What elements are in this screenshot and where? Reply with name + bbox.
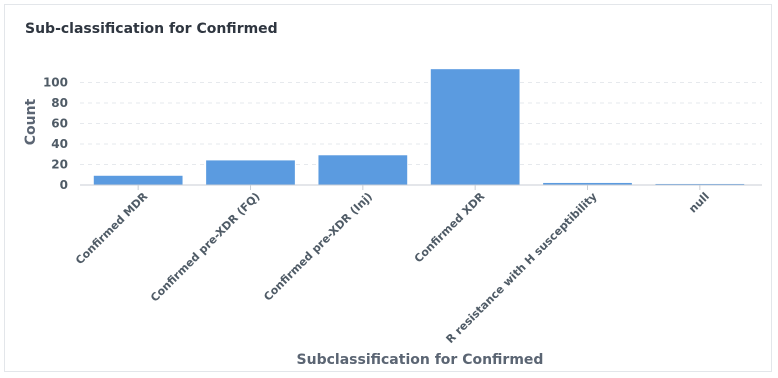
y-axis-label: Count: [23, 98, 39, 145]
y-tick-label: 100: [43, 76, 68, 90]
bar[interactable]: [430, 69, 520, 185]
y-axis-ticks: 0 20 40 60 80 100: [43, 76, 68, 193]
chart-title: Sub-classification for Confirmed: [25, 21, 278, 37]
x-tick-label: Confirmed XDR: [412, 190, 488, 266]
bar[interactable]: [655, 183, 745, 185]
y-tick-label: 60: [51, 117, 68, 131]
bar[interactable]: [206, 160, 295, 185]
y-tick-label: 20: [51, 158, 68, 172]
y-tick-label: 40: [51, 137, 68, 151]
x-axis-label: Subclassification for Confirmed: [297, 352, 544, 368]
x-tick-label: Confirmed MDR: [73, 190, 151, 268]
y-tick-label: 80: [51, 96, 68, 110]
gridlines: [80, 82, 762, 165]
x-tick-label: Confirmed pre-XDR (FQ): [148, 190, 263, 305]
bars: [93, 69, 745, 185]
bar[interactable]: [543, 182, 632, 185]
bar[interactable]: [318, 155, 408, 185]
y-tick-label: 0: [60, 178, 68, 192]
chart-card: Sub-classification for Confirmed: [4, 4, 772, 372]
x-tick-label: Confirmed pre-XDR (Inj): [261, 190, 375, 304]
x-tick-label: null: [686, 190, 712, 216]
bar[interactable]: [93, 175, 183, 185]
